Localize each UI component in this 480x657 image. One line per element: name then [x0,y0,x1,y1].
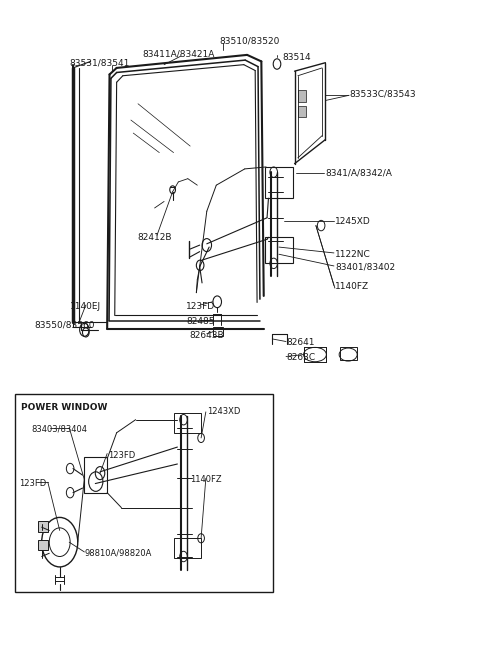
Text: 83550/83560: 83550/83560 [34,321,95,330]
Text: 8263C: 8263C [286,353,315,362]
Text: 82643B: 82643B [190,330,224,340]
Bar [303,348,326,362]
Bar [298,106,306,118]
Bar [38,539,48,550]
Text: 1122NC: 1122NC [335,250,371,259]
Bar [264,167,293,198]
Text: 1245XD: 1245XD [335,217,371,225]
Bar [264,237,293,263]
Text: 82485: 82485 [186,317,215,326]
Text: 1140FZ: 1140FZ [190,475,222,484]
Text: 82412B: 82412B [137,233,172,242]
Text: 1140EJ: 1140EJ [70,302,101,311]
Text: 98810A/98820A: 98810A/98820A [85,549,152,558]
Bar [38,521,48,532]
Text: 83514: 83514 [283,53,312,62]
Bar [298,90,306,102]
Text: 83531/83541: 83531/83541 [70,58,130,67]
Text: 1243XD: 1243XD [207,407,240,416]
Text: 123FD: 123FD [19,479,47,488]
Text: 83533C/83543: 83533C/83543 [349,89,416,99]
Bar [174,538,201,558]
Bar [340,348,357,361]
Text: 123FD: 123FD [108,451,135,460]
Bar [14,394,273,593]
Text: 83401/83402: 83401/83402 [335,263,395,272]
Text: 1140FZ: 1140FZ [335,283,369,291]
Text: 123FD: 123FD [186,302,215,311]
Bar [174,413,201,433]
Text: 82641: 82641 [286,338,314,348]
Bar [213,327,223,336]
Bar [84,457,107,493]
Text: 83510/83520: 83510/83520 [219,36,280,45]
Text: 8341/A/8342/A: 8341/A/8342/A [325,169,392,178]
Text: 83403/83404: 83403/83404 [31,425,87,434]
Text: 83411A/83421A: 83411A/83421A [142,49,215,58]
Text: POWER WINDOW: POWER WINDOW [21,403,107,413]
